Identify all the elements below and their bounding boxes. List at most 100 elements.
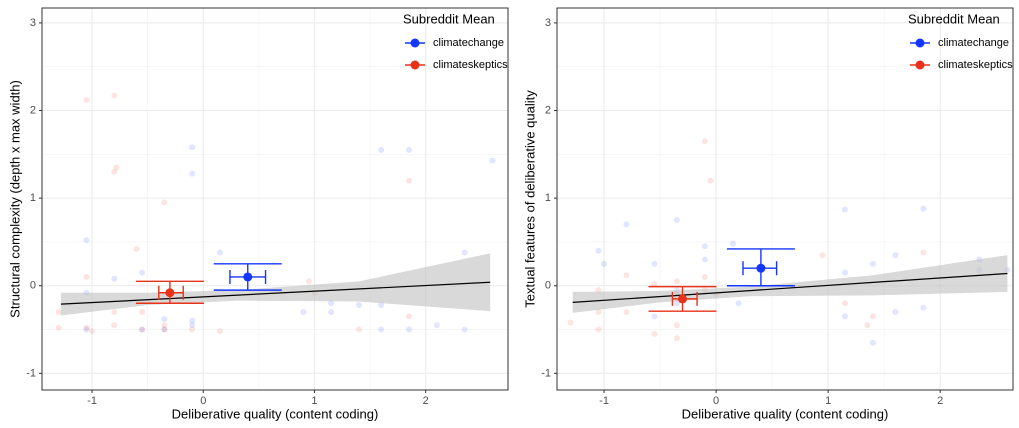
- point: [83, 324, 90, 331]
- y-tick-label: -1: [26, 367, 36, 379]
- y-tick-label: 2: [30, 104, 36, 116]
- point: [841, 300, 848, 307]
- point: [161, 326, 168, 333]
- point: [623, 221, 630, 228]
- point: [378, 302, 385, 309]
- y-tick-label: 3: [30, 17, 36, 29]
- point: [406, 146, 413, 153]
- point: [651, 260, 658, 267]
- point: [701, 138, 708, 145]
- point: [406, 326, 413, 333]
- point: [461, 249, 468, 256]
- legend-label: climateskeptics: [938, 59, 1013, 71]
- point: [189, 170, 196, 177]
- point: [139, 326, 146, 333]
- mean-point: [243, 272, 253, 282]
- point: [83, 326, 90, 333]
- x-tick-label: 2: [423, 395, 429, 407]
- point: [161, 322, 168, 329]
- point: [189, 144, 196, 151]
- point: [623, 309, 630, 316]
- point: [701, 273, 708, 280]
- mean-point: [756, 263, 766, 273]
- point: [378, 326, 385, 333]
- point: [133, 245, 140, 252]
- point: [864, 322, 871, 329]
- point: [595, 309, 602, 316]
- legend-title: Subreddit Mean: [908, 11, 1000, 26]
- legend-marker: [410, 38, 420, 48]
- panel-border: [41, 7, 509, 391]
- point: [83, 237, 90, 244]
- legend-label: climateskeptics: [433, 59, 508, 71]
- legend-marker: [410, 60, 420, 70]
- point: [139, 326, 146, 333]
- x-tick-label: 2: [937, 395, 943, 407]
- legend-label: climatechange: [433, 37, 504, 49]
- point: [300, 309, 307, 316]
- fit-line: [60, 281, 491, 305]
- point: [189, 322, 196, 329]
- point: [113, 164, 120, 171]
- y-tick-label: 0: [545, 280, 551, 292]
- point: [673, 217, 680, 224]
- point: [355, 302, 362, 309]
- point: [216, 249, 223, 256]
- point: [892, 309, 899, 316]
- point: [701, 256, 708, 263]
- point: [55, 324, 62, 331]
- legend-title: Subreddit Mean: [403, 11, 495, 26]
- point: [161, 326, 168, 333]
- panel: -1 0 1 2 -1 0 1 2 3 Deliberative quality (content…: [7, 7, 509, 421]
- y-tick-label: 2: [545, 104, 551, 116]
- point: [729, 240, 736, 247]
- point: [489, 157, 496, 164]
- point: [111, 92, 118, 99]
- x-axis-title: Deliberative quality (content coding): [172, 406, 379, 421]
- point: [55, 309, 62, 316]
- point: [461, 326, 468, 333]
- x-tick-label: -1: [599, 395, 609, 407]
- point: [83, 273, 90, 280]
- x-tick-label: 1: [311, 395, 317, 407]
- x-axis-title: Deliberative quality (content coding): [682, 406, 889, 421]
- point: [161, 199, 168, 206]
- point: [869, 339, 876, 346]
- point: [651, 280, 658, 287]
- point: [673, 300, 680, 307]
- point: [111, 168, 118, 175]
- point: [161, 316, 168, 323]
- point: [406, 313, 413, 320]
- point: [701, 243, 708, 250]
- point: [111, 322, 118, 329]
- point: [355, 326, 362, 333]
- y-tick-label: 3: [545, 17, 551, 29]
- point: [869, 313, 876, 320]
- point: [328, 300, 335, 307]
- point: [673, 278, 680, 285]
- point: [139, 309, 146, 316]
- y-tick-label: 1: [30, 192, 36, 204]
- panel: -1 0 1 2 -1 0 1 2 3 Deliberative quality (content…: [522, 7, 1014, 421]
- point: [841, 313, 848, 320]
- y-tick-label: 0: [30, 280, 36, 292]
- point: [433, 322, 440, 329]
- point: [601, 260, 608, 267]
- point: [673, 335, 680, 342]
- mean-point: [677, 294, 687, 304]
- x-tick-label: 0: [200, 395, 206, 407]
- y-axis-title: Textual features of deliberative quality: [522, 90, 537, 308]
- point: [406, 177, 413, 184]
- fit-line: [572, 272, 1008, 303]
- legend-label: climatechange: [938, 37, 1009, 49]
- plot-background: [42, 8, 508, 390]
- point: [623, 272, 630, 279]
- x-tick-label: -1: [87, 395, 97, 407]
- point: [707, 177, 714, 184]
- point: [111, 275, 118, 282]
- point: [189, 317, 196, 324]
- x-tick-label: 0: [713, 395, 719, 407]
- point: [595, 326, 602, 333]
- point: [920, 249, 927, 256]
